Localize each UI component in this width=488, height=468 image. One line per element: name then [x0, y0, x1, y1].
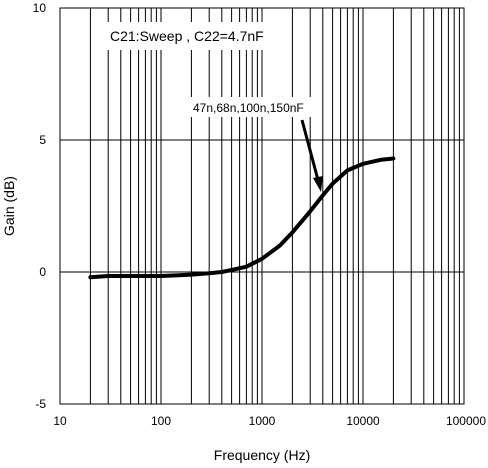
y-tick-label: 5 — [39, 133, 46, 147]
y-tick-label: 0 — [39, 265, 46, 279]
annotation-caps: 47n,68n,100n,150nF — [190, 97, 320, 117]
x-tick-label: 10 — [53, 414, 67, 428]
annotation-box: C21:Sweep , C22=4.7nF — [100, 22, 278, 50]
annotation-caps-text: 47n,68n,100n,150nF — [193, 101, 304, 115]
y-axis-title: Gain (dB) — [1, 176, 17, 236]
y-tick-label: 10 — [33, 1, 47, 15]
annotation-sweep-text: C21:Sweep , C22=4.7nF — [110, 28, 264, 44]
series-line — [88, 156, 396, 280]
x-tick-label: 1000 — [249, 414, 276, 428]
arrow-head-icon — [313, 176, 323, 192]
y-tick-labels: -5 0 5 10 — [33, 1, 47, 411]
x-tick-label: 10000 — [346, 414, 380, 428]
x-tick-labels: 10 100 1000 10000 100000 — [53, 414, 486, 428]
y-tick-label: -5 — [35, 397, 46, 411]
x-tick-label: 100000 — [446, 414, 486, 428]
series — [88, 156, 396, 280]
plot-frame — [59, 7, 465, 405]
x-axis-title: Frequency (Hz) — [214, 447, 310, 463]
grid — [60, 7, 464, 405]
x-tick-label: 100 — [151, 414, 171, 428]
annotation-arrow — [300, 119, 323, 192]
